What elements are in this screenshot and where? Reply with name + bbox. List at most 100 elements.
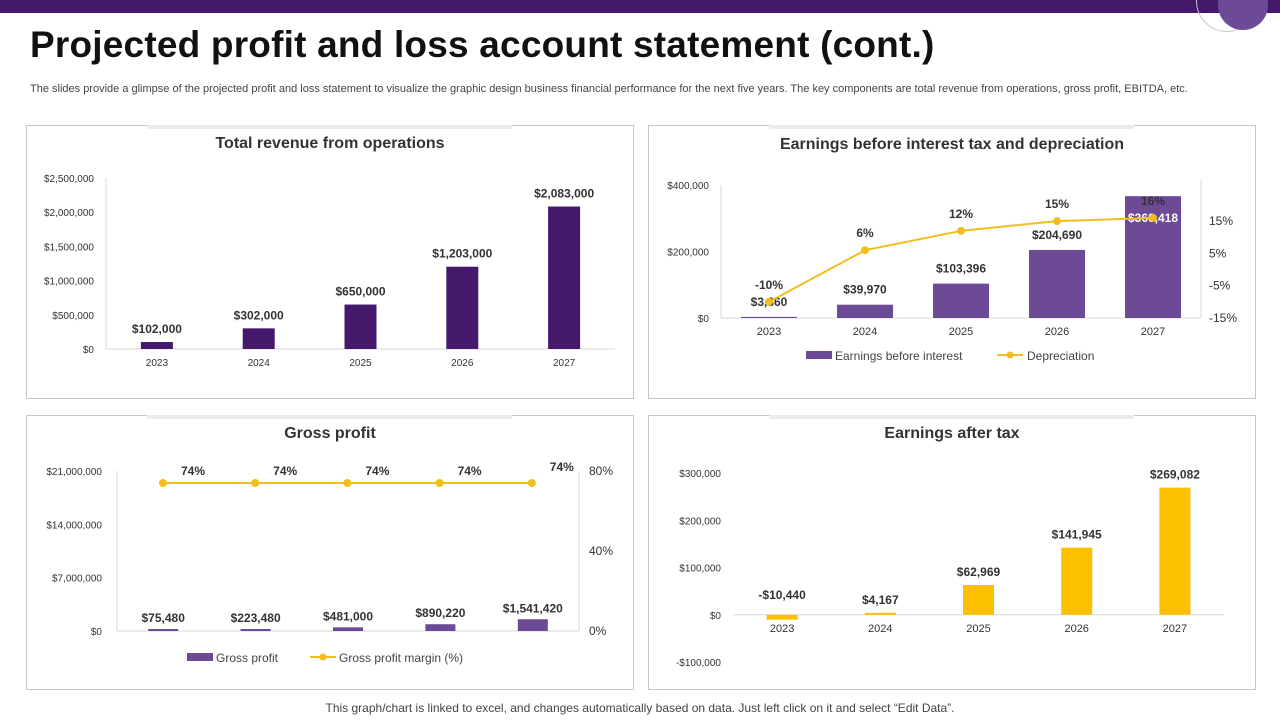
legend-swatch-bar — [806, 351, 832, 359]
line-data-label-2023: -10% — [755, 278, 783, 292]
bar-2026 — [446, 266, 479, 349]
bar-2023 — [766, 614, 798, 620]
revenue-chart-panel[interactable]: Total revenue from operations $0 $500,000… — [26, 125, 634, 399]
y-tick-label: $0 — [698, 314, 710, 325]
bar-2025 — [344, 304, 377, 349]
panel-top-accent — [147, 415, 512, 419]
y2-tick-label: -5% — [1209, 279, 1231, 293]
y2-tick-label: 80% — [589, 464, 613, 478]
bar-2027 — [548, 206, 581, 349]
footer-note: This graph/chart is linked to excel, and… — [325, 701, 955, 715]
earnings-after-tax-chart-panel[interactable]: Earnings after tax -$100,000 $0 $100,000 $2… — [648, 415, 1256, 690]
line-data-label-2026: 74% — [458, 464, 482, 478]
line-data-label-2024: 6% — [856, 226, 874, 240]
bar-2026 — [425, 624, 456, 631]
y2-tick-label: 0% — [589, 624, 607, 638]
bar-2027 — [517, 619, 548, 631]
x-tick-label: 2027 — [1141, 326, 1165, 338]
line-marker-2027 — [527, 479, 536, 487]
x-tick-label: 2023 — [146, 358, 169, 369]
y-tick-label: $1,000,000 — [44, 277, 94, 288]
revenue-chart: $0 $500,000 $1,000,000 $1,500,000 $2,000,000… — [44, 174, 615, 369]
line-marker-2025 — [957, 226, 965, 235]
data-label-2027: $2,083,000 — [534, 187, 594, 201]
legend-swatch-marker — [1006, 351, 1014, 359]
x-tick-label: 2025 — [966, 623, 990, 635]
bar-data-label-2027: $1,541,420 — [503, 601, 563, 615]
y-tick-label: $1,500,000 — [44, 242, 94, 253]
x-tick-label: 2027 — [1163, 623, 1187, 635]
bar-data-label-2023: $75,480 — [142, 611, 186, 625]
chart-title: Earnings after tax — [884, 425, 1020, 442]
bar-2026 — [1029, 249, 1085, 318]
x-tick-label: 2024 — [853, 326, 877, 338]
y-tick-label: $2,000,000 — [44, 208, 94, 219]
line-marker-2024 — [861, 246, 869, 255]
x-tick-label: 2023 — [770, 623, 794, 635]
y-tick-label: $2,500,000 — [44, 174, 94, 185]
legend-swatch-bar — [187, 653, 213, 661]
x-tick-label: 2024 — [868, 623, 892, 635]
bar-data-label-2024: $223,480 — [231, 611, 281, 625]
line-data-label-2025: 74% — [365, 464, 389, 478]
line-data-label-2027: 16% — [1141, 194, 1165, 208]
y-tick-label: $7,000,000 — [52, 574, 102, 585]
bar-data-label-2024: $39,970 — [843, 283, 887, 297]
y-tick-label: $200,000 — [679, 516, 721, 527]
y-tick-label: $500,000 — [52, 311, 94, 322]
line-marker-2023 — [159, 479, 167, 487]
y-tick-label: $300,000 — [679, 469, 721, 480]
data-label-2027: $269,082 — [1150, 468, 1200, 482]
legend-label: Earnings before interest — [835, 349, 963, 363]
panel-top-accent — [769, 415, 1134, 419]
top-accent-bar — [0, 0, 1280, 13]
legend-label: Gross profit margin (%) — [339, 651, 463, 665]
x-tick-label: 2026 — [1045, 326, 1069, 338]
x-tick-label: 2025 — [349, 358, 372, 369]
data-label-2026: $141,945 — [1052, 528, 1102, 542]
y-tick-label: $200,000 — [667, 248, 709, 259]
panel-top-accent — [769, 125, 1134, 129]
y2-tick-label: 40% — [589, 544, 613, 558]
y-tick-label: $21,000,000 — [46, 467, 102, 478]
legend-swatch-marker — [319, 653, 327, 661]
bar-2025 — [963, 584, 994, 615]
x-tick-label: 2025 — [949, 326, 973, 338]
bar-2026 — [1061, 547, 1093, 615]
page-subtitle: The slides provide a glimpse of the proj… — [30, 83, 1188, 95]
earnings-after-tax-chart: -$100,000 $0 $100,000 $200,000 $300,000 -$10,… — [676, 468, 1224, 669]
bar-2023 — [741, 316, 797, 318]
ebitda-chart-panel[interactable]: Earnings before interest tax and depreci… — [648, 125, 1256, 399]
data-label-2023: $102,000 — [132, 322, 182, 336]
line-data-label-2024: 74% — [273, 464, 297, 478]
line-marker-2027 — [1149, 213, 1157, 222]
line-marker-2026 — [1053, 217, 1061, 226]
bar-2023 — [140, 342, 173, 349]
bar-2025 — [933, 283, 989, 318]
bar-2025 — [333, 627, 363, 631]
bar-2024 — [837, 304, 893, 318]
ebitda-chart: $0$200,000$400,000-15%-5%5%15%$3,3602023… — [667, 180, 1237, 363]
panel-top-accent — [147, 125, 512, 129]
x-tick-label: 2026 — [1064, 623, 1088, 635]
bar-2024 — [240, 629, 271, 631]
legend-label: Depreciation — [1027, 349, 1094, 363]
data-label-2025: $650,000 — [335, 285, 385, 299]
line-data-label-2025: 12% — [949, 207, 973, 221]
bar-2024 — [242, 328, 275, 349]
y2-tick-label: 5% — [1209, 246, 1227, 260]
y-tick-label: $0 — [710, 611, 722, 622]
y-tick-label: $0 — [91, 627, 103, 638]
chart-title: Earnings before interest tax and depreci… — [779, 136, 1125, 153]
x-tick-label: 2027 — [553, 358, 576, 369]
y-tick-label: -$100,000 — [676, 658, 721, 669]
y-tick-label: $0 — [83, 345, 95, 356]
bar-2024 — [864, 612, 896, 615]
line-marker-2023 — [765, 297, 773, 306]
y-tick-label: $100,000 — [679, 564, 721, 575]
gross-profit-chart-panel[interactable]: Gross profit $0 $7,000,000 $14,000,000 $21,… — [26, 415, 634, 690]
line-data-label-2023: 74% — [181, 464, 205, 478]
bar-data-label-2026: $890,220 — [415, 606, 465, 620]
x-tick-label: 2024 — [248, 358, 271, 369]
data-label-2026: $1,203,000 — [432, 247, 492, 261]
